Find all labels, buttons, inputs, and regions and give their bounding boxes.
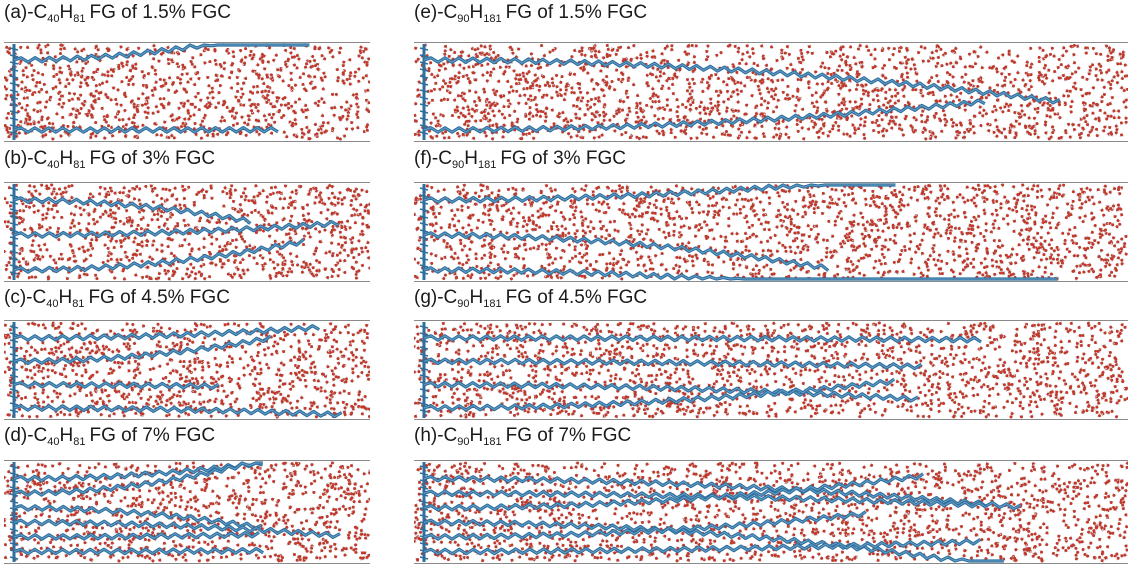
panel-e: (e)-C90H181 FG of 1.5% FGC bbox=[414, 2, 1128, 142]
panel-g: (g)-C90H181 FG of 4.5% FGC bbox=[414, 287, 1128, 421]
panel-f-label: (f)-C90H181 FG of 3% FGC bbox=[414, 148, 626, 171]
panel-e-label: (e)-C90H181 FG of 1.5% FGC bbox=[414, 2, 647, 25]
molecule-render bbox=[414, 42, 1128, 142]
panel-d-simulation-snapshot bbox=[4, 460, 370, 564]
panel-c: (c)-C40H81 FG of 4.5% FGC bbox=[4, 287, 370, 421]
panel-b-simulation-snapshot bbox=[4, 182, 370, 282]
panel-b-label: (b)-C40H81 FG of 3% FGC bbox=[4, 148, 215, 171]
molecule-render bbox=[4, 42, 370, 142]
molecule-render bbox=[414, 460, 1128, 564]
panel-g-simulation-snapshot bbox=[414, 320, 1128, 420]
panel-c-label: (c)-C40H81 FG of 4.5% FGC bbox=[4, 287, 230, 310]
panel-h-label: (h)-C90H181 FG of 7% FGC bbox=[414, 425, 631, 448]
molecule-render bbox=[4, 320, 370, 420]
panel-e-simulation-snapshot bbox=[414, 42, 1128, 142]
panel-c-simulation-snapshot bbox=[4, 320, 370, 420]
panel-a-label: (a)-C40H81 FG of 1.5% FGC bbox=[4, 2, 231, 25]
panel-b: (b)-C40H81 FG of 3% FGC bbox=[4, 148, 370, 282]
panel-f-simulation-snapshot bbox=[414, 182, 1128, 282]
panel-a-simulation-snapshot bbox=[4, 42, 370, 142]
molecule-render bbox=[414, 320, 1128, 420]
panel-f: (f)-C90H181 FG of 3% FGC bbox=[414, 148, 1128, 282]
panel-a: (a)-C40H81 FG of 1.5% FGC bbox=[4, 2, 370, 142]
molecule-render bbox=[4, 182, 370, 282]
panel-d-label: (d)-C40H81 FG of 7% FGC bbox=[4, 425, 215, 448]
molecule-render bbox=[414, 182, 1128, 282]
molecule-render bbox=[4, 460, 370, 564]
panel-g-label: (g)-C90H181 FG of 4.5% FGC bbox=[414, 287, 647, 310]
panel-h-simulation-snapshot bbox=[414, 460, 1128, 564]
panel-d: (d)-C40H81 FG of 7% FGC bbox=[4, 425, 370, 565]
panel-h: (h)-C90H181 FG of 7% FGC bbox=[414, 425, 1128, 565]
